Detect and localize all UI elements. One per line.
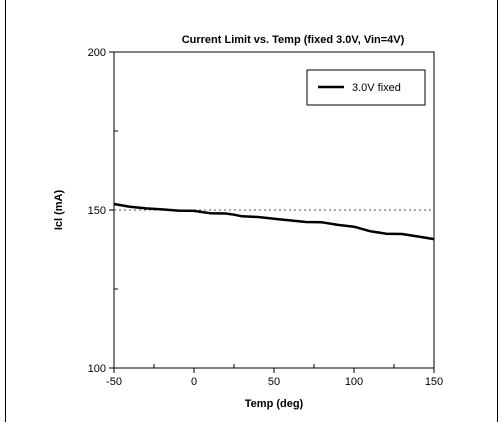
x-tick-label: 100 bbox=[345, 376, 363, 388]
x-axis-label: Temp (deg) bbox=[245, 398, 304, 410]
legend: 3.0V fixed bbox=[306, 69, 426, 106]
axis-ticks: -50 0 50 100 150 100 150 200 bbox=[88, 47, 444, 388]
y-tick-label: 200 bbox=[88, 47, 106, 59]
x-tick-label: -50 bbox=[106, 376, 122, 388]
chart-title: Current Limit vs. Temp (fixed 3.0V, Vin=… bbox=[182, 34, 405, 46]
y-axis-label: Icl (mA) bbox=[53, 189, 65, 230]
legend-label: 3.0V fixed bbox=[352, 82, 401, 94]
x-tick-label: 50 bbox=[268, 376, 280, 388]
x-tick-label: 150 bbox=[425, 376, 443, 388]
series-layer bbox=[113, 202, 435, 241]
y-tick-label: 100 bbox=[88, 363, 106, 375]
series-line-0 bbox=[113, 202, 435, 241]
x-tick-label: 0 bbox=[191, 376, 197, 388]
y-tick-label: 150 bbox=[88, 205, 106, 217]
